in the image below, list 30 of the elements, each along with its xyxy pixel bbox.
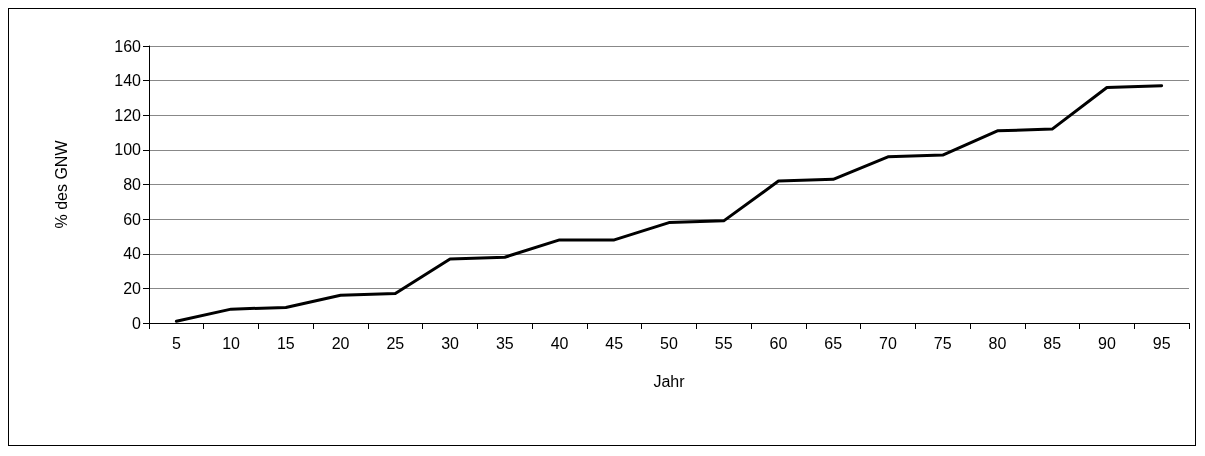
x-tick-label: 55 (714, 334, 733, 352)
y-tick-label: 140 (114, 72, 142, 90)
x-tick-label: 60 (769, 334, 788, 352)
x-tick-label: 35 (495, 334, 514, 352)
y-tick-label: 40 (123, 245, 142, 263)
x-tick-label: 85 (1043, 334, 1062, 352)
x-tick-label: 15 (276, 334, 295, 352)
x-tick-label: 30 (441, 334, 460, 352)
x-tick-label: 95 (1152, 334, 1171, 352)
x-tick-label: 40 (550, 334, 569, 352)
x-tick-label: 20 (331, 334, 350, 352)
x-tick-label: 70 (879, 334, 897, 352)
y-tick-label: 120 (114, 106, 142, 124)
y-axis-title: % des GNW (52, 139, 70, 229)
y-tick-label: 100 (114, 141, 142, 159)
x-tick-label: 75 (933, 334, 952, 352)
x-tick-label: 65 (824, 334, 843, 352)
y-tick-label: 160 (114, 37, 142, 55)
y-tick-label: 20 (123, 279, 142, 297)
x-axis-title: Jahr (653, 372, 686, 390)
x-tick-label: 10 (222, 334, 241, 352)
x-tick-label: 80 (988, 334, 1007, 352)
x-tick-label: 5 (171, 334, 181, 352)
y-tick-label: 80 (123, 176, 142, 193)
x-tick-label: 25 (386, 334, 405, 352)
y-tick-label: 60 (123, 210, 142, 228)
y-tick-label: 0 (132, 314, 142, 332)
x-tick-label: 50 (660, 334, 678, 352)
x-tick-label: 90 (1098, 334, 1116, 352)
x-tick-label: 45 (605, 334, 624, 352)
